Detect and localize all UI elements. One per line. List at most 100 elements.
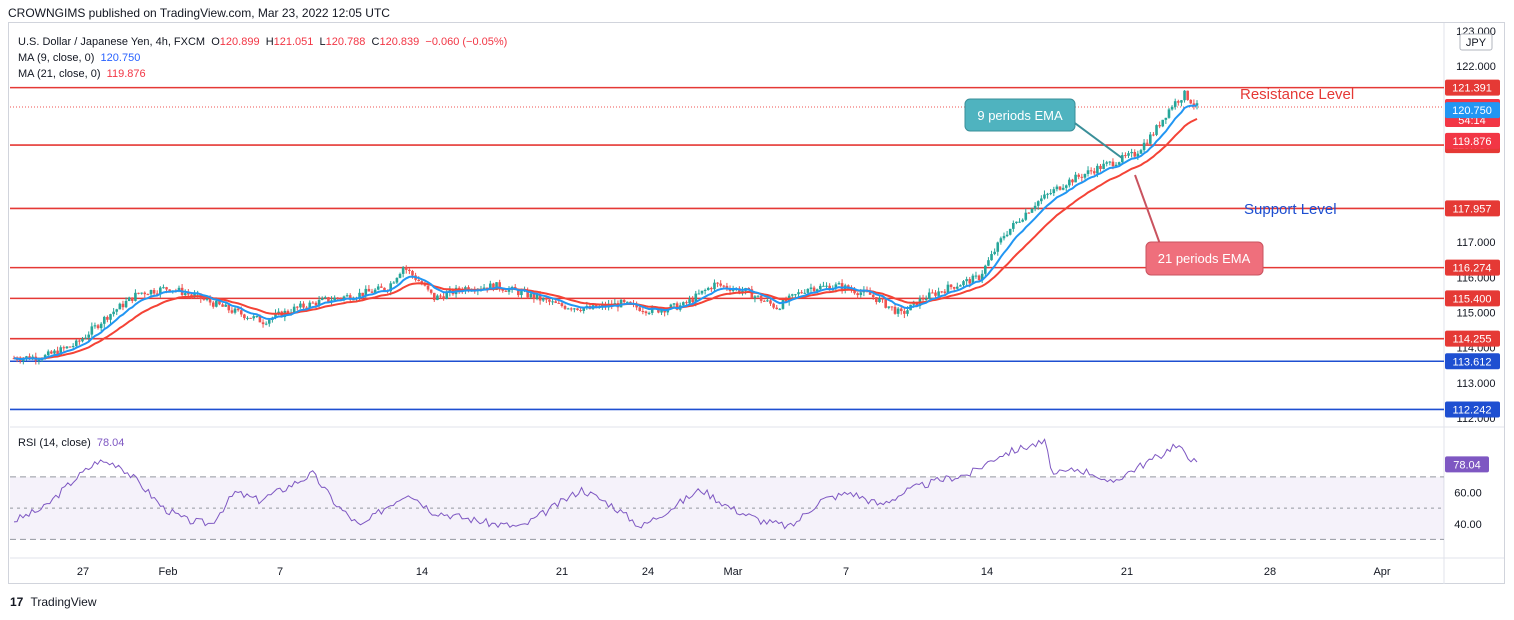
currency-badge-label: JPY <box>1466 37 1487 49</box>
symbol-name: U.S. Dollar / Japanese Yen, 4h, FXCM <box>18 36 206 48</box>
candle-body <box>1055 186 1059 190</box>
level-price-badge <box>1445 259 1500 276</box>
candle-body <box>803 292 807 294</box>
candle-body <box>794 294 797 296</box>
candle-body <box>1018 221 1021 223</box>
candle-body <box>252 316 256 319</box>
candle-body <box>1043 194 1046 199</box>
candle-body <box>566 308 570 310</box>
candle-body <box>825 285 828 287</box>
candle-body <box>940 291 944 293</box>
level-price-label: 114.255 <box>1453 334 1492 346</box>
candle-body <box>815 289 819 292</box>
candle-body <box>968 279 972 284</box>
candle-body <box>716 282 719 284</box>
time-tick-label: Feb <box>159 566 178 578</box>
candle-body <box>672 303 676 305</box>
candle-body <box>177 287 181 291</box>
rsi-value-label: 78.04 <box>1453 459 1481 471</box>
rsi-legend-value: 78.04 <box>96 437 125 449</box>
candle-body <box>682 302 685 306</box>
candle-body <box>165 287 168 290</box>
candle-body <box>411 271 414 276</box>
candle-body <box>1046 193 1049 195</box>
price-badge-label: 119.876 <box>1453 136 1492 148</box>
candle-body <box>224 304 227 307</box>
candle-body <box>1027 212 1031 214</box>
candle-body <box>25 356 28 359</box>
candle-body <box>53 350 56 354</box>
candle-body <box>18 359 22 362</box>
candle-body <box>800 292 803 294</box>
candle-body <box>492 283 495 290</box>
footer-brand: TradingView <box>30 595 97 609</box>
candle-body <box>1136 153 1140 157</box>
tradingview-footer: 17 TradingView <box>10 595 97 609</box>
ma21-legend: MA (21, close, 0) 119.876 <box>18 68 146 80</box>
price-tick-label: 117.000 <box>1457 237 1496 249</box>
candle-body <box>56 350 59 355</box>
candle-body <box>781 299 785 309</box>
candle-body <box>1092 171 1096 174</box>
candle-body <box>143 292 147 295</box>
candle-body <box>370 291 374 293</box>
candle-body <box>906 310 909 314</box>
candle-body <box>853 290 856 294</box>
candle-body <box>90 326 94 335</box>
candle-body <box>582 308 586 312</box>
candle-body <box>959 285 962 287</box>
candle-body <box>50 351 53 354</box>
rsi-tick-label: 40.00 <box>1454 519 1482 531</box>
candle-body <box>837 283 841 285</box>
candle-body <box>984 265 987 274</box>
candle-body <box>202 298 206 300</box>
candle-body <box>302 303 305 308</box>
ema21-callout-box <box>1145 241 1264 276</box>
candle-body <box>364 288 368 297</box>
time-tick-label: 21 <box>556 566 568 578</box>
level-price-label: 116.274 <box>1453 263 1492 275</box>
candle-body <box>373 289 377 293</box>
level-price-label: 115.400 <box>1453 293 1492 305</box>
candle-body <box>1096 165 1099 174</box>
candle-body <box>541 298 545 301</box>
level-price-label: 117.957 <box>1453 203 1492 215</box>
candle-body <box>71 346 75 348</box>
candle-body <box>927 292 931 299</box>
candle-body <box>489 283 492 290</box>
tradingview-logo-icon: 17 <box>10 595 24 609</box>
candle-body <box>84 337 87 339</box>
candle-body <box>875 297 878 303</box>
candle-body <box>993 251 996 255</box>
candle-body <box>694 293 698 303</box>
rsi-line <box>13 438 1198 530</box>
time-tick-label: Apr <box>1373 566 1390 578</box>
candle-body <box>769 300 772 304</box>
candle-body <box>965 279 968 282</box>
candle-body <box>361 292 364 297</box>
symbol-legend: U.S. Dollar / Japanese Yen, 4h, FXCM O12… <box>18 36 507 48</box>
candle-body <box>345 295 349 297</box>
candle-body <box>828 285 831 291</box>
candle-body <box>408 269 411 272</box>
candle-body <box>320 298 324 300</box>
candle-body <box>367 288 371 292</box>
candle-body <box>1127 153 1130 156</box>
candle-body <box>221 304 224 307</box>
candle-body <box>1068 179 1071 186</box>
rsi-tick-label: 60.00 <box>1454 488 1482 500</box>
candle-body <box>545 298 548 300</box>
candle-body <box>155 293 159 295</box>
candle-body <box>383 287 386 291</box>
candle-body <box>688 299 691 304</box>
candle-body <box>1012 223 1015 229</box>
candle-body <box>946 284 950 293</box>
price-tick-label: 113.000 <box>1457 378 1496 390</box>
candle-body <box>1167 109 1171 118</box>
level-price-badge <box>1445 353 1500 370</box>
price-badge <box>1445 132 1500 149</box>
candle-body <box>274 313 277 318</box>
candle-body <box>532 293 536 299</box>
candle-body <box>638 307 642 311</box>
